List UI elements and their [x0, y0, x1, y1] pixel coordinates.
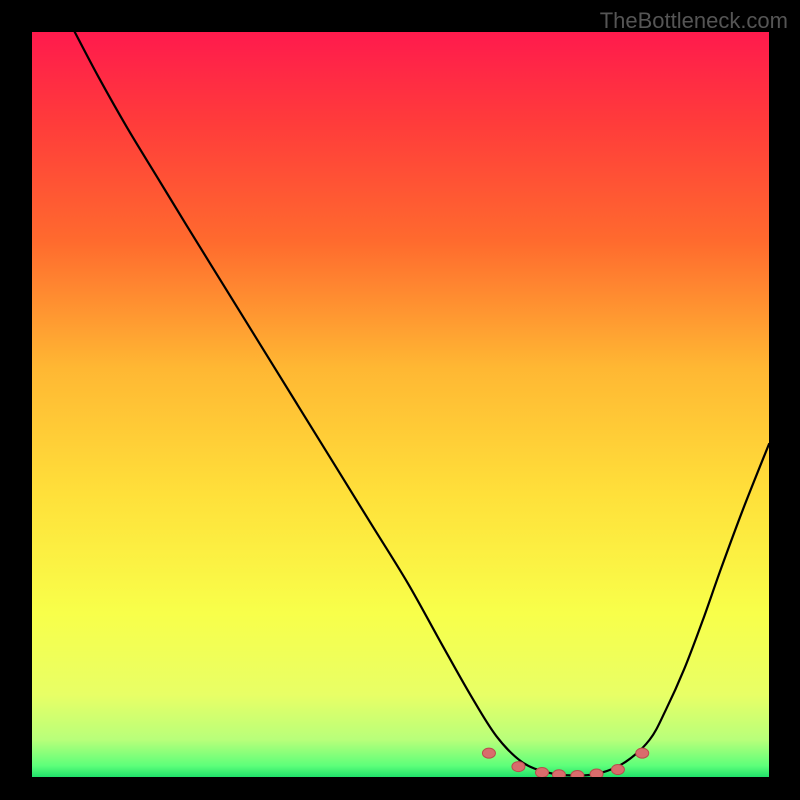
plot-area [32, 32, 769, 777]
chart-svg [32, 32, 769, 777]
data-marker [536, 768, 549, 777]
attribution-label: TheBottleneck.com [600, 8, 788, 34]
data-marker [512, 762, 525, 772]
chart-container: TheBottleneck.com [0, 0, 800, 800]
data-marker [611, 765, 624, 775]
data-marker [571, 771, 584, 777]
gradient-background [32, 32, 769, 777]
data-marker [590, 769, 603, 777]
data-marker [552, 770, 565, 777]
data-marker [636, 748, 649, 758]
data-marker [482, 748, 495, 758]
